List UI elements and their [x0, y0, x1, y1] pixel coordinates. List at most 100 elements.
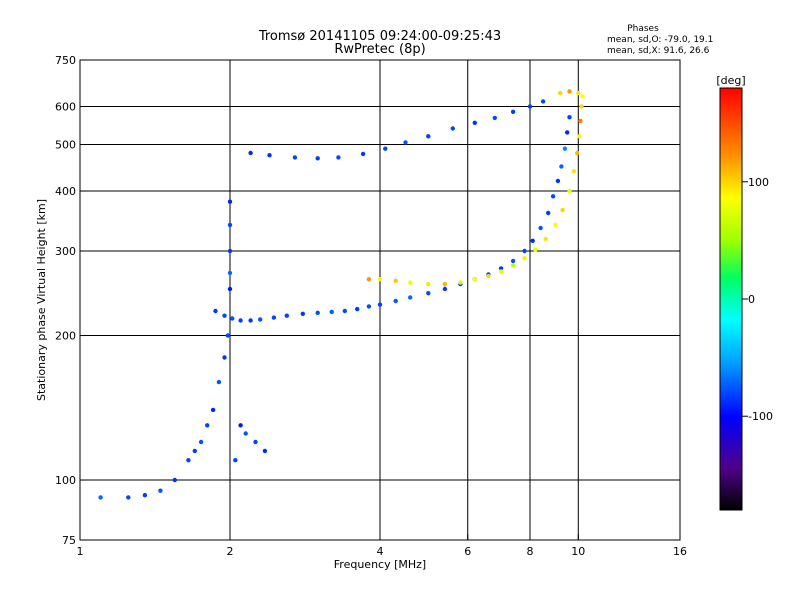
- data-point: [253, 439, 258, 445]
- data-point: [315, 156, 320, 161]
- data-point: [533, 247, 538, 252]
- data-point: [227, 286, 233, 292]
- data-point: [426, 281, 431, 287]
- x-tick-label: 4: [377, 545, 384, 558]
- data-point: [580, 94, 585, 99]
- data-point: [142, 493, 148, 498]
- data-point: [442, 286, 448, 292]
- y-tick-label: 75: [62, 534, 76, 547]
- data-point: [205, 423, 210, 428]
- data-point: [329, 309, 334, 315]
- data-point: [366, 304, 372, 309]
- chart-subtitle: RwPretec (8p): [334, 42, 425, 57]
- data-point: [472, 277, 477, 282]
- data-point: [403, 140, 408, 145]
- y-tick-label: 600: [55, 101, 76, 114]
- phases-header: Phases: [627, 24, 659, 34]
- data-point: [393, 298, 398, 304]
- series-e-es-spread-near-2-mhz: [98, 199, 268, 500]
- data-point: [426, 134, 431, 139]
- data-point: [567, 115, 572, 120]
- x-axis-label: Frequency [MHz]: [334, 558, 426, 571]
- x-tick-label: 1: [77, 545, 84, 558]
- colorbar-tick-label: 0: [748, 293, 755, 306]
- x-tick-label: 2: [227, 545, 234, 558]
- y-tick-label: 500: [55, 139, 76, 152]
- data-point: [567, 89, 572, 94]
- colorbar: [719, 87, 743, 511]
- data-point: [562, 146, 568, 151]
- colorbar-tick-label: -100: [748, 410, 773, 423]
- data-point: [577, 134, 582, 139]
- data-point: [546, 210, 551, 216]
- y-tick-label: 750: [55, 54, 76, 67]
- data-point: [486, 273, 491, 279]
- x-tick-label: 6: [464, 545, 471, 558]
- data-point: [383, 146, 388, 151]
- data-point: [555, 178, 561, 184]
- series-x-mode-f-layer-trace: [366, 94, 585, 287]
- data-point: [230, 316, 235, 321]
- data-point: [227, 222, 233, 228]
- data-point: [210, 407, 216, 413]
- data-point: [560, 207, 565, 213]
- data-point: [355, 306, 360, 312]
- series-upper-trace: [248, 89, 581, 161]
- data-point: [267, 153, 272, 158]
- chart-title: Tromsø 20141105 09:24:00-09:25:43: [258, 29, 501, 44]
- data-point: [571, 169, 577, 174]
- colorbar-ticks: 100 0 -100: [748, 176, 773, 423]
- data-point: [530, 238, 535, 243]
- data-point: [550, 194, 556, 199]
- data-point: [98, 495, 103, 500]
- data-point: [243, 431, 248, 436]
- data-point: [248, 150, 253, 156]
- data-point: [578, 118, 583, 124]
- data-point: [510, 263, 516, 268]
- data-point: [126, 495, 131, 500]
- data-point: [216, 379, 222, 385]
- data-point: [192, 448, 197, 454]
- axis-ticks: 1 2 4 6 8 10 16 75 100 200 300 400 500 600 750: [55, 54, 748, 558]
- data-point: [543, 236, 548, 242]
- data-point: [315, 310, 320, 315]
- x-tick-label: 8: [527, 545, 534, 558]
- data-point: [408, 280, 413, 285]
- data-point: [213, 308, 218, 314]
- grid-lines: [80, 60, 680, 540]
- y-tick-label: 200: [55, 330, 76, 343]
- data-point: [393, 278, 398, 283]
- stats-o: mean, sd,O: -79.0, 19.1: [607, 35, 713, 45]
- y-tick-label: 400: [55, 185, 76, 198]
- data-point: [450, 126, 455, 131]
- x-tick-label: 16: [673, 545, 687, 558]
- data-point: [472, 120, 477, 126]
- data-point: [426, 291, 431, 296]
- y-tick-label: 100: [55, 474, 76, 487]
- data-point: [558, 90, 563, 96]
- data-point: [222, 355, 227, 360]
- data-point: [336, 155, 341, 160]
- data-point: [238, 423, 243, 428]
- data-point: [442, 281, 448, 287]
- data-point: [540, 99, 546, 104]
- data-point: [284, 313, 289, 318]
- data-point: [222, 313, 227, 318]
- data-point: [258, 317, 263, 322]
- data-point: [377, 277, 383, 282]
- scatter-points: [98, 89, 585, 500]
- data-point: [553, 222, 558, 228]
- data-point: [225, 333, 230, 338]
- data-point: [248, 318, 253, 323]
- data-point: [575, 150, 580, 156]
- data-point: [271, 315, 277, 320]
- data-point: [538, 225, 543, 231]
- data-point: [522, 255, 527, 261]
- x-tick-label: 10: [571, 545, 585, 558]
- data-point: [300, 311, 305, 316]
- data-point: [565, 130, 570, 135]
- colorbar-label: [deg]: [716, 74, 745, 87]
- data-point: [198, 439, 204, 445]
- data-point: [510, 258, 516, 264]
